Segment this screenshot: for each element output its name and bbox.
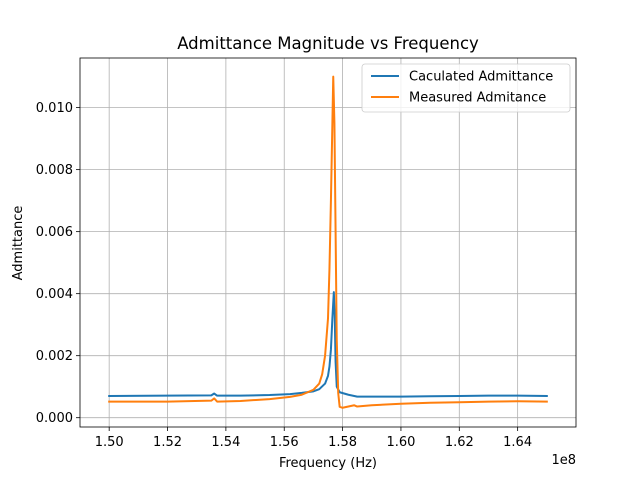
chart-title: Admittance Magnitude vs Frequency	[177, 34, 479, 53]
x-tick-label: 1.58	[328, 435, 357, 450]
x-tick-label: 1.50	[95, 435, 124, 450]
y-tick-label: 0.002	[36, 349, 73, 364]
series-line-calculated	[108, 291, 548, 398]
x-tick-label: 1.62	[445, 435, 474, 450]
legend-box	[361, 63, 571, 113]
y-tick-label: 0.006	[36, 225, 73, 240]
x-tick-label: 1.54	[211, 435, 240, 450]
legend-label-calculated: Caculated Admittance	[409, 70, 553, 85]
y-tick-label: 0.004	[36, 287, 73, 302]
x-tick-label: 1.60	[386, 435, 415, 450]
y-tick-label: 0.008	[36, 163, 73, 178]
y-axis-label: Admittance	[11, 206, 26, 281]
x-axis-label: Frequency (Hz)	[279, 456, 377, 471]
legend: Caculated Admittance Measured Admitance	[361, 63, 571, 113]
y-tick-label: 0.010	[36, 101, 73, 116]
series-line-measured	[108, 75, 548, 409]
plot-frame	[79, 57, 577, 428]
y-tick-label: 0.000	[36, 411, 73, 426]
series-layer	[108, 75, 548, 409]
x-tick-label: 1.56	[270, 435, 299, 450]
x-axis-offset-label: 1e8	[551, 453, 576, 468]
x-tick-label: 1.64	[503, 435, 532, 450]
x-tick-label: 1.52	[153, 435, 182, 450]
legend-label-measured: Measured Admitance	[409, 91, 546, 106]
tick-layer: 1.50 1.52 1.54 1.56 1.58 1.60 1.62 1.64 0.000 0.0…	[36, 101, 532, 450]
